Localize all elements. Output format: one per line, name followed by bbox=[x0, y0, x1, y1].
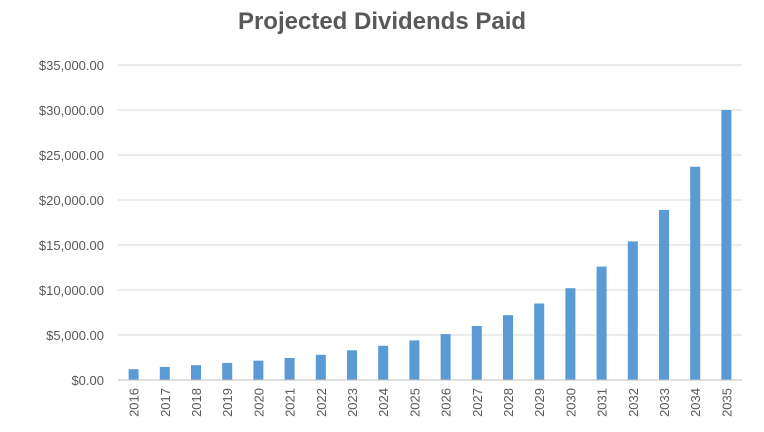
x-tick-label: 2032 bbox=[626, 388, 641, 417]
y-tick-label: $10,000.00 bbox=[39, 283, 104, 298]
y-tick-label: $35,000.00 bbox=[39, 58, 104, 73]
y-tick-label: $30,000.00 bbox=[39, 103, 104, 118]
y-tick-label: $5,000.00 bbox=[46, 328, 104, 343]
x-tick-label: 2023 bbox=[345, 388, 360, 417]
bar-2034 bbox=[690, 166, 701, 380]
x-tick-label: 2028 bbox=[501, 388, 516, 417]
bar-2024 bbox=[378, 345, 389, 380]
bar-2032 bbox=[627, 241, 638, 380]
x-tick-label: 2021 bbox=[283, 388, 298, 417]
x-tick-label: 2020 bbox=[251, 388, 266, 417]
y-tick-label: $0.00 bbox=[71, 373, 104, 388]
x-tick-label: 2033 bbox=[657, 388, 672, 417]
bar-2020 bbox=[253, 360, 264, 380]
bar-2026 bbox=[440, 334, 451, 380]
bar-2035 bbox=[721, 110, 732, 380]
gridlines bbox=[118, 64, 742, 336]
x-tick-label: 2018 bbox=[189, 388, 204, 417]
bar-2030 bbox=[565, 288, 576, 380]
bar-2025 bbox=[409, 340, 420, 380]
bar-2029 bbox=[534, 303, 545, 380]
bar-2027 bbox=[471, 326, 482, 380]
chart-title: Projected Dividends Paid bbox=[237, 8, 527, 35]
bar-2019 bbox=[222, 362, 233, 380]
bar-2016 bbox=[128, 369, 139, 380]
y-tick-label: $15,000.00 bbox=[39, 238, 104, 253]
bar-2017 bbox=[159, 366, 170, 380]
x-tick-label: 2026 bbox=[439, 388, 454, 417]
bar-2018 bbox=[191, 365, 201, 380]
bar-2023 bbox=[347, 350, 357, 380]
x-tick-label: 2035 bbox=[719, 388, 734, 417]
bars bbox=[128, 110, 732, 380]
bar-2033 bbox=[659, 209, 669, 380]
y-tick-label: $25,000.00 bbox=[39, 148, 104, 163]
x-tick-label: 2031 bbox=[595, 388, 610, 417]
x-tick-label: 2019 bbox=[220, 388, 235, 417]
x-tick-label: 2016 bbox=[127, 388, 142, 417]
x-tick-label: 2029 bbox=[532, 388, 547, 417]
bar-2031 bbox=[596, 266, 607, 380]
x-tick-label: 2027 bbox=[470, 388, 485, 417]
x-tick-label: 2034 bbox=[688, 388, 703, 417]
x-tick-label: 2030 bbox=[563, 388, 578, 417]
x-tick-label: 2017 bbox=[158, 388, 173, 417]
bar-2028 bbox=[503, 315, 513, 380]
x-axis-tick-labels: 2016 2017 2018 2019 2020 2021 2022 2023 2024 2025… bbox=[127, 388, 735, 417]
x-tick-label: 2022 bbox=[314, 388, 329, 417]
y-tick-label: $20,000.00 bbox=[39, 193, 104, 208]
y-axis-tick-labels: $0.00 $5,000.00 $10,000.00 $15,000.00 $20,00… bbox=[39, 58, 104, 388]
x-tick-label: 2024 bbox=[376, 388, 391, 417]
bar-2021 bbox=[284, 357, 295, 380]
bar-2022 bbox=[315, 354, 326, 380]
x-tick-label: 2025 bbox=[407, 388, 422, 417]
